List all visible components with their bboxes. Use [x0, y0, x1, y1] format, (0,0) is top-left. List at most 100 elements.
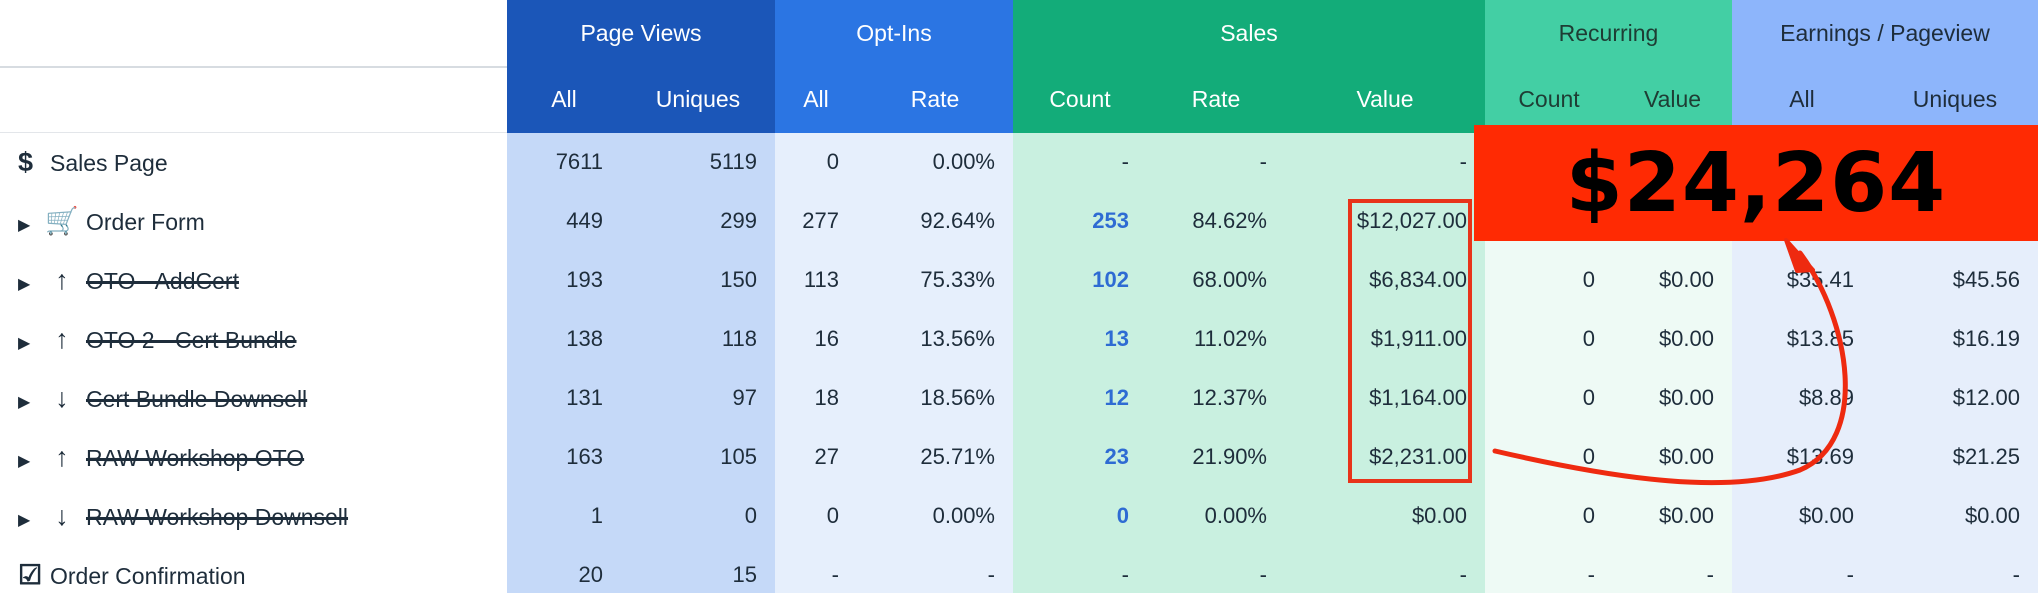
sales-count-link[interactable]: 102	[1092, 267, 1129, 292]
col-header-pv-all[interactable]: All	[507, 67, 621, 133]
cell-sales-count: 12	[1013, 368, 1147, 428]
cell-sales-count: -	[1013, 545, 1147, 593]
sales-value-highlight-box	[1348, 199, 1472, 483]
cell-epv-all: $13.69	[1732, 427, 1872, 487]
cell-optins-rate: 25.71%	[857, 427, 1013, 487]
sales-count-link[interactable]: 12	[1104, 385, 1129, 410]
expand-chevron-icon[interactable]: ▶	[18, 452, 31, 470]
cell-epv-uniques: -	[1872, 545, 2038, 593]
checkbox-icon[interactable]: ☑	[18, 559, 43, 590]
cell-recurring-value: $0.00	[1613, 309, 1732, 369]
col-header-sales-rate[interactable]: Rate	[1147, 67, 1285, 133]
cell-optins-all: 113	[775, 250, 857, 310]
cell-sales-value: $1,164.00	[1285, 368, 1485, 428]
total-sales-amount: $24,264	[1565, 135, 1947, 231]
funnel-step-row[interactable]: ▶ ↓ RAW Workshop Downsell 1 0 0 0.00% 0 0.00% $0.…	[0, 486, 2038, 546]
group-header-page-views: Page Views	[507, 0, 775, 67]
cell-sales-value: -	[1285, 545, 1485, 593]
col-header-recurring-count[interactable]: Count	[1485, 67, 1613, 133]
cell-sales-count: 13	[1013, 309, 1147, 369]
step-label-cell[interactable]: $ Sales Page	[0, 132, 507, 192]
step-name[interactable]: Order Confirmation	[50, 562, 246, 589]
funnel-step-row[interactable]: ▶ ↑ OTO 2 - Cert Bundle 138 118 16 13.56% 13 11.…	[0, 309, 2038, 369]
cell-optins-all: 277	[775, 191, 857, 251]
step-name[interactable]: Sales Page	[50, 149, 168, 176]
expand-chevron-icon[interactable]: ▶	[18, 217, 31, 234]
group-header-recurring: Recurring	[1485, 0, 1732, 67]
cell-pageviews-uniques: 299	[621, 191, 775, 251]
header-spacer	[0, 0, 507, 68]
step-label-cell[interactable]: ☑ Order Confirmation	[0, 545, 507, 593]
cell-optins-rate: -	[857, 545, 1013, 593]
cell-optins-rate: 13.56%	[857, 309, 1013, 369]
col-header-pv-uniques[interactable]: Uniques	[621, 67, 775, 133]
cell-optins-all: 27	[775, 427, 857, 487]
col-header-sales-value[interactable]: Value	[1285, 67, 1485, 133]
funnel-step-row[interactable]: ▶ ↑ OTO - AddCert 193 150 113 75.33% 102 68.00% $…	[0, 250, 2038, 310]
step-label-cell[interactable]: ▶ ↑ RAW Workshop OTO	[0, 427, 507, 487]
col-header-recurring-value[interactable]: Value	[1613, 67, 1732, 133]
step-label-cell[interactable]: ▶ ↓ RAW Workshop Downsell	[0, 486, 507, 546]
arrow-down-icon: ↓	[55, 500, 69, 531]
cell-pageviews-uniques: 5119	[621, 132, 775, 192]
expand-chevron-icon[interactable]: ▶	[18, 275, 31, 293]
group-header-earnings-per-pageview: Earnings / Pageview	[1732, 0, 2038, 67]
sales-count-link[interactable]: 23	[1104, 444, 1129, 469]
cell-epv-all: $8.89	[1732, 368, 1872, 428]
step-name[interactable]: OTO - AddCert	[86, 267, 239, 294]
step-name[interactable]: Order Form	[86, 209, 205, 235]
col-header-optin-all[interactable]: All	[775, 67, 857, 133]
cell-epv-all: $13.85	[1732, 309, 1872, 369]
col-header-epv-all[interactable]: All	[1732, 67, 1872, 133]
funnel-step-row[interactable]: ☑ Order Confirmation 20 15- - - - - - - - -	[0, 545, 2038, 593]
step-name[interactable]: Cert Bundle Downsell	[86, 385, 308, 412]
step-name[interactable]: RAW Workshop Downsell	[86, 503, 349, 530]
cell-pageviews-uniques: 0	[621, 486, 775, 546]
col-header-epv-uniques[interactable]: Uniques	[1872, 67, 2038, 133]
cell-optins-all: 0	[775, 132, 857, 192]
step-name[interactable]: OTO 2 - Cert Bundle	[86, 326, 297, 353]
expand-chevron-icon[interactable]: ▶	[18, 393, 31, 411]
cell-sales-value: -	[1285, 132, 1485, 192]
sales-count-link[interactable]: 13	[1104, 326, 1129, 351]
sales-count-link[interactable]: 253	[1092, 208, 1129, 233]
cell-sales-rate: 0.00%	[1147, 486, 1285, 546]
cell-pageviews-uniques: 15	[621, 545, 775, 593]
cell-sales-rate: 21.90%	[1147, 427, 1285, 487]
cell-recurring-value: -	[1613, 545, 1732, 593]
group-header-opt-ins: Opt-Ins	[775, 0, 1013, 67]
funnel-step-row[interactable]: ▶ ↑ RAW Workshop OTO 163 105 27 25.71% 23 21.90%…	[0, 427, 2038, 487]
step-label-cell[interactable]: ▶ ↓ Cert Bundle Downsell	[0, 368, 507, 428]
cell-recurring-count: 0	[1485, 427, 1613, 487]
col-header-sales-count[interactable]: Count	[1013, 67, 1147, 133]
cell-sales-value: $0.00	[1285, 486, 1485, 546]
step-label-cell[interactable]: ▶ ↑ OTO 2 - Cert Bundle	[0, 309, 507, 369]
column-header-row: All Uniques All Rate Count Rate Value Co…	[0, 67, 2038, 133]
cell-recurring-value: $0.00	[1613, 427, 1732, 487]
sales-count-link[interactable]: 0	[1116, 503, 1129, 528]
expand-chevron-icon[interactable]: ▶	[18, 334, 31, 352]
dollar-icon: $	[18, 146, 34, 177]
step-label-cell[interactable]: ▶ ↑ OTO - AddCert	[0, 250, 507, 310]
cell-sales-count: 0	[1013, 486, 1147, 546]
cell-optins-all: 18	[775, 368, 857, 428]
col-header-optin-rate[interactable]: Rate	[857, 67, 1013, 133]
step-label-cell[interactable]: ▶ 🛒 Order Form	[0, 191, 507, 251]
step-name[interactable]: RAW Workshop OTO	[86, 444, 305, 471]
cell-epv-all: -	[1732, 545, 1872, 593]
cell-epv-uniques: $45.56	[1872, 250, 2038, 310]
cell-optins-all: 0	[775, 486, 857, 546]
funnel-step-row[interactable]: ▶ ↓ Cert Bundle Downsell 131 97 18 18.56% 12 12.…	[0, 368, 2038, 428]
cell-epv-uniques: $16.19	[1872, 309, 2038, 369]
expand-chevron-icon[interactable]: ▶	[18, 511, 31, 529]
funnel-step-row[interactable]: ▶ 🛒 Order Form 449 299 277 92.64% 253 84.62% $12,…	[0, 191, 2038, 251]
arrow-up-icon: ↑	[55, 264, 69, 295]
cell-sales-rate: 12.37%	[1147, 368, 1285, 428]
cell-optins-rate: 0.00%	[857, 486, 1013, 546]
cell-epv-all: $0.00	[1732, 486, 1872, 546]
cell-pageviews-uniques: 150	[621, 250, 775, 310]
cell-pageviews-uniques: 118	[621, 309, 775, 369]
cart-icon: 🛒	[45, 206, 79, 236]
